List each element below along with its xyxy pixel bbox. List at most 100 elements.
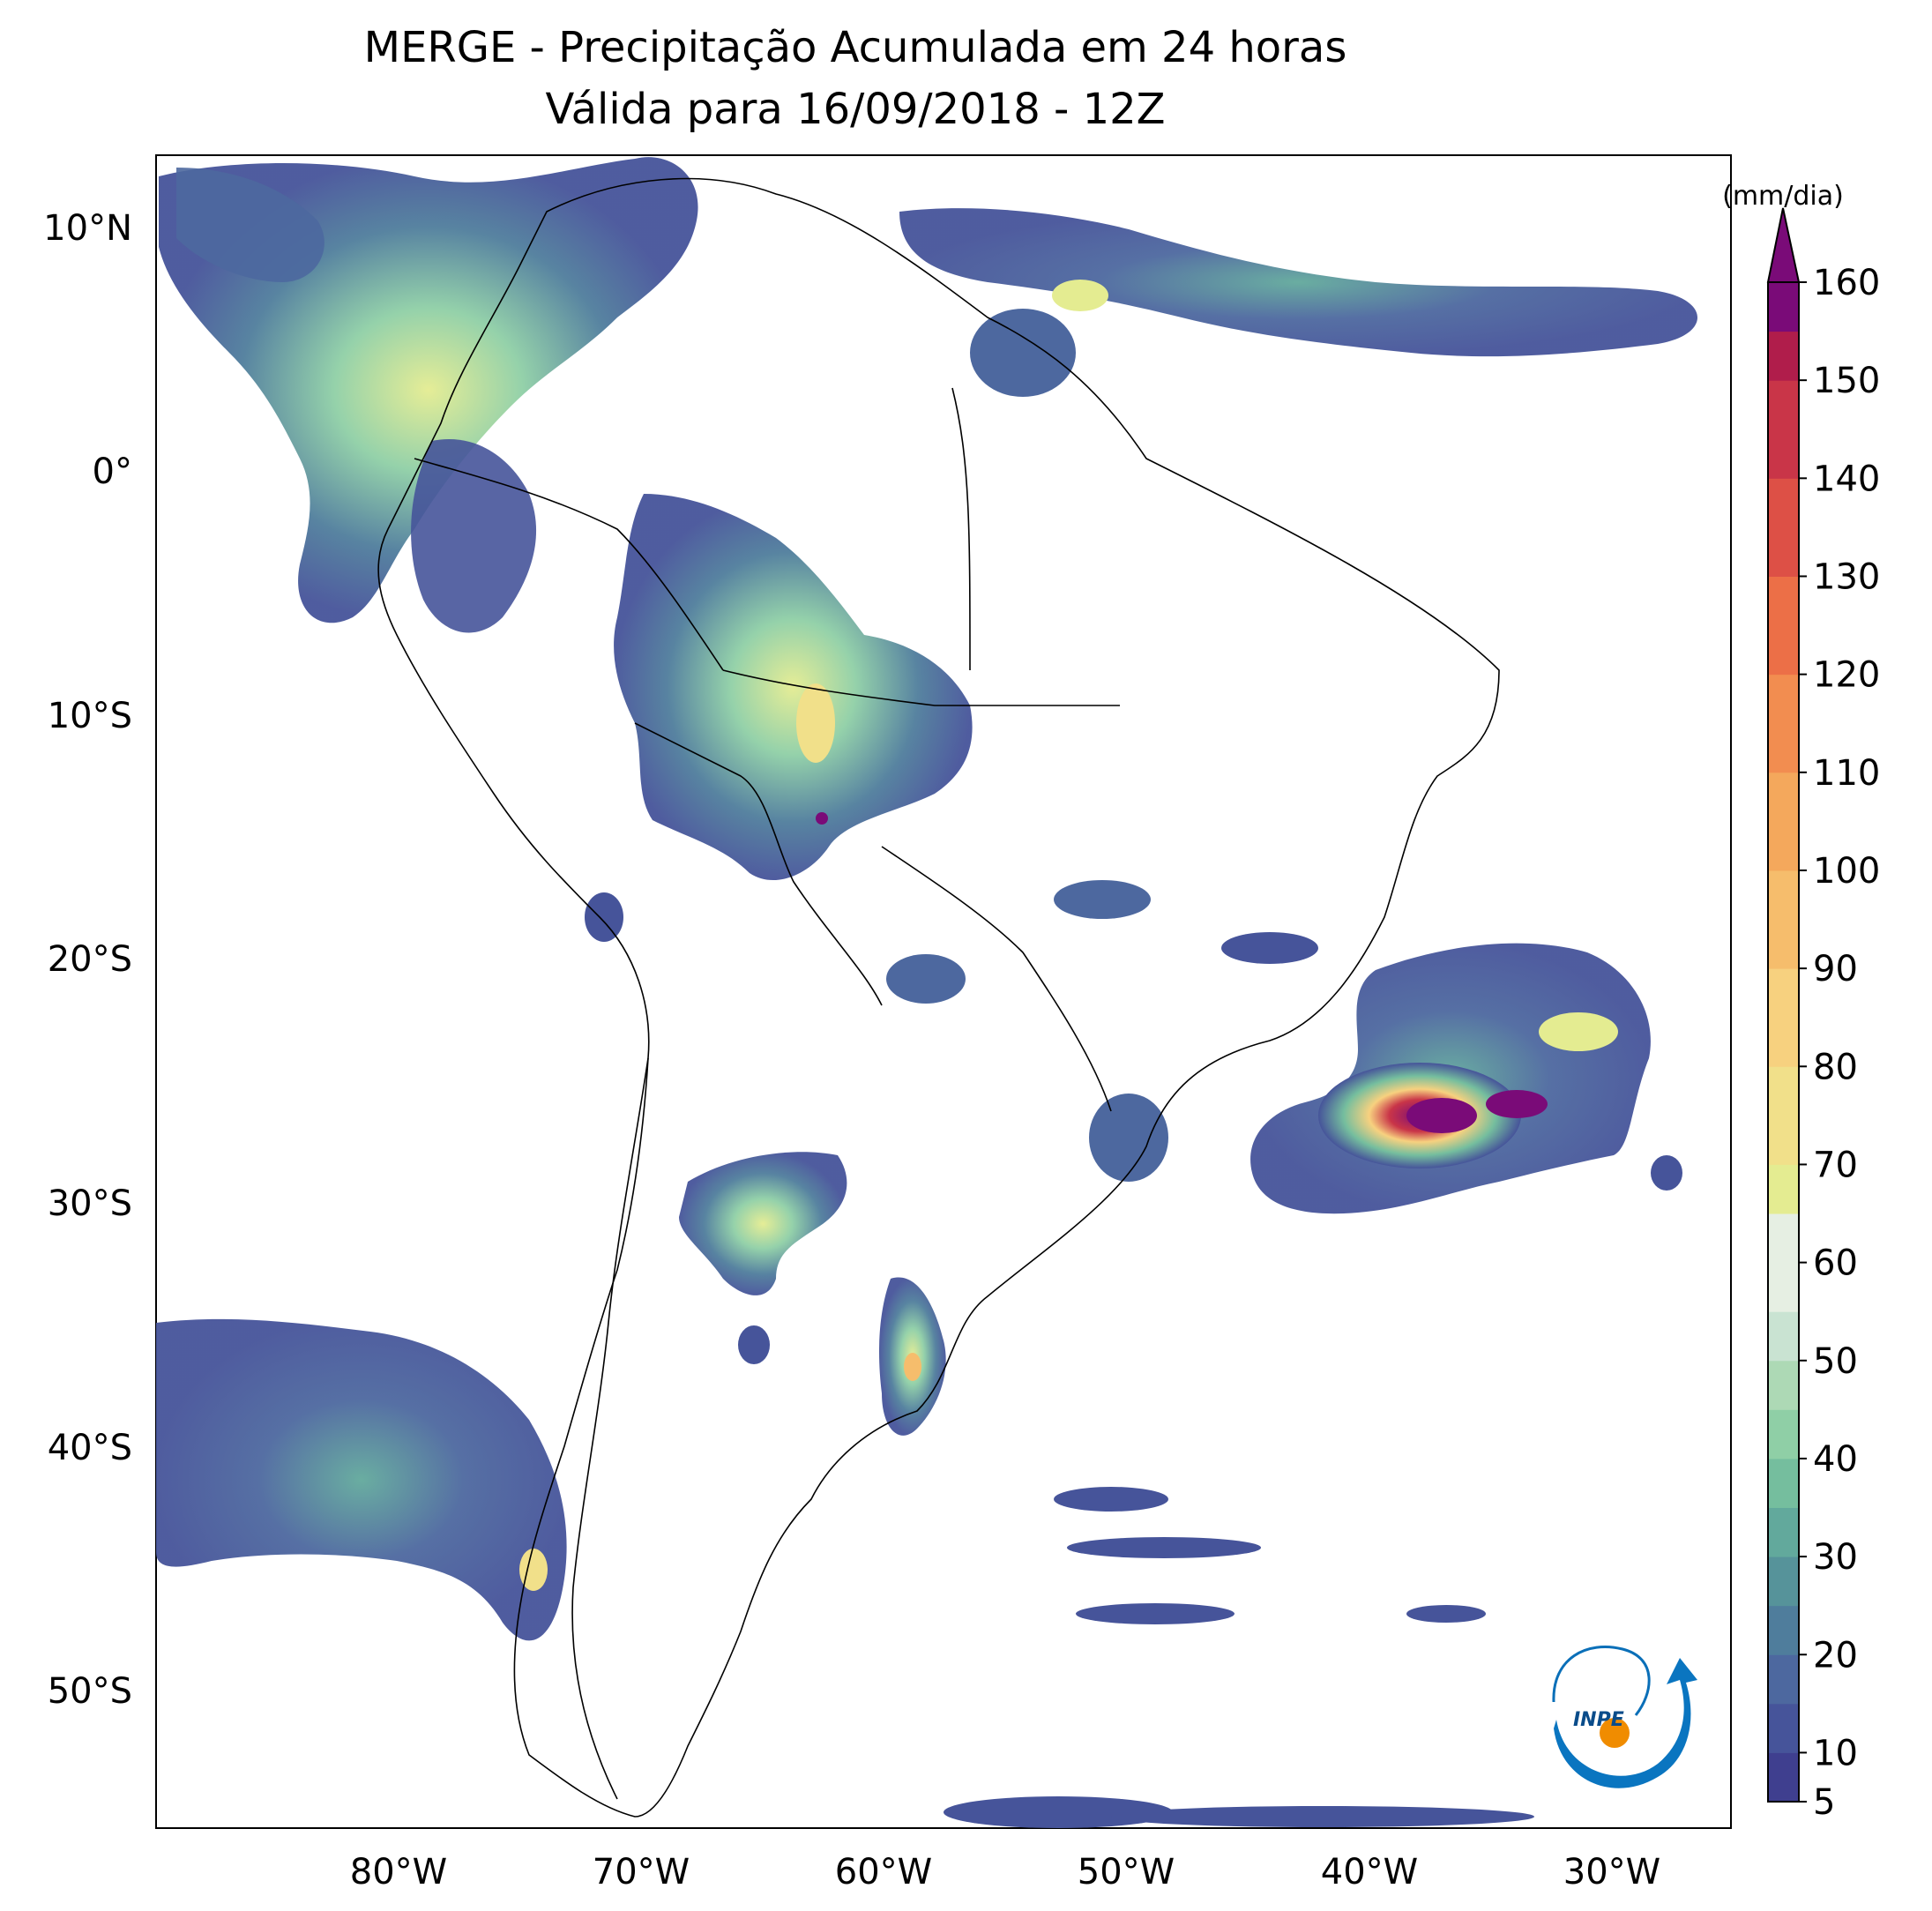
precip-core-south-atlantic-east <box>1539 1012 1618 1051</box>
colorbar-segment <box>1768 1507 1799 1557</box>
lat-label: 50°S <box>48 1671 132 1712</box>
precipitation-fields <box>156 157 1697 1828</box>
inpe-logo-dot <box>1600 1718 1630 1748</box>
colorbar-tick-label: 10 <box>1813 1733 1858 1773</box>
colorbar-frame <box>1767 281 1800 1803</box>
colorbar: (mm/dia) 5 10 20 30 40 50 60 70 80 90 100 110 120 130… <box>1722 181 1880 1823</box>
colorbar-tick-label: 160 <box>1813 263 1880 303</box>
colorbar-tick-label: 5 <box>1813 1782 1835 1823</box>
lon-label: 70°W <box>593 1852 690 1892</box>
colorbar-segment <box>1768 968 1799 1067</box>
colorbar-segment <box>1768 1654 1799 1705</box>
border-argentina-chile <box>571 1057 649 1800</box>
lon-label: 40°W <box>1321 1852 1418 1892</box>
colorbar-extend-arrow <box>1766 207 1801 283</box>
colorbar-tick-label: 50 <box>1813 1341 1858 1382</box>
colorbar-segment <box>1768 282 1799 332</box>
colorbar-tick-label: 130 <box>1813 556 1880 597</box>
precip-peak-south-atlantic-2 <box>1486 1090 1548 1118</box>
map-title: MERGE - Precipitação Acumulada em 24 hor… <box>363 23 1347 72</box>
longitude-labels: 80°W 70°W 60°W 50°W 40°W 30°W <box>350 1852 1660 1892</box>
lon-label: 60°W <box>835 1852 932 1892</box>
precip-area-argentina-centro <box>679 1152 847 1295</box>
lat-label: 30°S <box>48 1183 132 1224</box>
colorbar-tick-label: 80 <box>1813 1047 1858 1087</box>
lat-label: 0° <box>93 452 132 492</box>
colorbar-ticks: 5 10 20 30 40 50 60 70 80 90 100 110 120 130 140 150 160 <box>1799 263 1880 1823</box>
colorbar-segment <box>1768 576 1799 676</box>
precip-area-amazon <box>614 494 973 881</box>
precip-area-goias <box>1054 880 1151 919</box>
colorbar-tick-label: 150 <box>1813 361 1880 401</box>
border-peru-colombia <box>414 458 724 671</box>
colorbar-segment <box>1768 1556 1799 1607</box>
coastlines <box>377 177 1500 1818</box>
lat-label: 10°N <box>43 208 132 249</box>
precip-area-sul-brasil <box>1089 1094 1168 1182</box>
precip-core-chile-austral <box>519 1549 548 1591</box>
precip-area-minas <box>1221 932 1318 964</box>
precip-peak-south-atlantic <box>1406 1098 1477 1133</box>
precip-area-south-pacific <box>156 1318 567 1641</box>
colorbar-tick-label: 70 <box>1813 1145 1858 1185</box>
colorbar-segment <box>1768 1605 1799 1655</box>
colorbar-segment <box>1768 380 1799 479</box>
colorbar-segment <box>1768 1703 1799 1753</box>
colorbar-tick-label: 20 <box>1813 1635 1858 1676</box>
colorbar-tick-label: 120 <box>1813 655 1880 696</box>
precip-area-chile-norte <box>585 892 623 942</box>
colorbar-segment <box>1768 1752 1799 1803</box>
precip-area-atlantic-band-2 <box>1067 1537 1261 1558</box>
colorbar-tick-label: 100 <box>1813 851 1880 892</box>
latitude-labels: 10°N 0° 10°S 20°S 30°S 40°S 50°S <box>43 208 132 1712</box>
precip-area-mato-grosso-sul <box>886 954 966 1004</box>
lat-label: 40°S <box>48 1428 132 1468</box>
precip-area-peru <box>411 439 537 633</box>
colorbar-segment <box>1768 1360 1799 1410</box>
inpe-logo: INPE <box>1552 1646 1697 1788</box>
colorbar-segment <box>1768 772 1799 871</box>
colorbar-segment <box>1768 1213 1799 1312</box>
precip-area-atlantic-small <box>1651 1155 1682 1191</box>
colorbar-tick-label: 30 <box>1813 1537 1858 1578</box>
precip-area-drake <box>944 1796 1173 1828</box>
map-subtitle: Válida para 16/09/2018 - 12Z <box>545 85 1166 134</box>
colorbar-tick-label: 90 <box>1813 949 1858 989</box>
lon-label: 80°W <box>350 1852 447 1892</box>
colorbar-segment <box>1768 1409 1799 1459</box>
lat-label: 20°S <box>48 939 132 980</box>
colorbar-tick-label: 60 <box>1813 1243 1858 1284</box>
precip-area-atlantic-band-1 <box>1054 1487 1168 1512</box>
precip-area-guiana <box>970 309 1076 397</box>
colorbar-segment <box>1768 674 1799 773</box>
lat-label: 10°S <box>48 696 132 736</box>
border-brazil <box>722 387 1120 1112</box>
colorbar-tick-label: 110 <box>1813 753 1880 794</box>
precip-core-buenos-aires <box>904 1353 921 1381</box>
inpe-logo-swoosh <box>1554 1658 1697 1788</box>
inpe-logo-text: INPE <box>1573 1709 1624 1731</box>
colorbar-segment <box>1768 1164 1799 1214</box>
colorbar-segment <box>1768 1458 1799 1509</box>
colorbar-segment <box>1768 1066 1799 1165</box>
colorbar-segment <box>1768 331 1799 381</box>
precip-area-atlantic-band-4 <box>1406 1605 1486 1623</box>
precip-area-atlantic-band-3 <box>1076 1603 1235 1624</box>
colorbar-tick-label: 140 <box>1813 459 1880 499</box>
lon-label: 30°W <box>1563 1852 1660 1892</box>
precip-core-rondonia <box>796 683 835 763</box>
colorbar-unit: (mm/dia) <box>1722 181 1844 212</box>
precip-core-atlantic-itcz <box>1052 280 1108 311</box>
precip-area-drake-2 <box>1111 1806 1534 1827</box>
precip-peak-mato-grosso <box>816 812 828 825</box>
colorbar-segment <box>1768 1311 1799 1362</box>
colorbar-segments <box>1768 282 1799 1803</box>
border-bolivia <box>634 722 883 1006</box>
coastline-south-america <box>377 177 1500 1818</box>
precip-area-patagonia-norte <box>738 1325 770 1364</box>
precip-area-atlantic-itcz <box>899 208 1697 357</box>
precip-area-north-band-2 <box>176 168 324 282</box>
colorbar-segment <box>1768 478 1799 577</box>
colorbar-tick-label: 40 <box>1813 1439 1858 1480</box>
